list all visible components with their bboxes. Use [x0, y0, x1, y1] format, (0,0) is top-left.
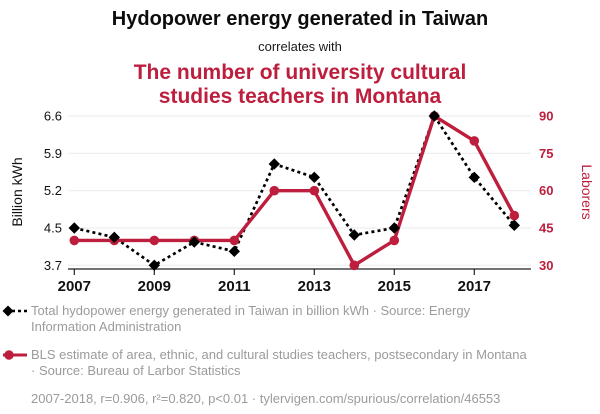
- correlates-with-label: correlates with: [258, 39, 342, 54]
- svg-text:2009: 2009: [138, 278, 171, 295]
- legend: Total hydopower energy generated in Taiw…: [2, 303, 574, 407]
- svg-text:4.5: 4.5: [44, 221, 62, 236]
- svg-text:90: 90: [539, 109, 553, 124]
- svg-text:5.2: 5.2: [44, 183, 62, 198]
- svg-text:2017: 2017: [458, 278, 491, 295]
- svg-text:2015: 2015: [378, 278, 411, 295]
- series-line-0: [73, 112, 516, 267]
- left-axis-ticks: 3.7 4.5 5.2 5.9 6.6: [44, 109, 62, 273]
- secondary-title: The number of university cultural studie…: [133, 61, 467, 108]
- header: Hydopower energy generated in Taiwan cor…: [0, 0, 600, 108]
- chart-svg: 2007 2009 2011 2013 2015 20173.74.55.25.96.63…: [44, 109, 554, 296]
- series-line-1: [74, 113, 516, 268]
- legend-entry: Total hydopower energy generated in Taiw…: [2, 303, 574, 334]
- svg-text:30: 30: [539, 258, 553, 273]
- svg-text:60: 60: [539, 183, 553, 198]
- diamond-dashed-marker-icon: [2, 305, 27, 317]
- legend-entry: BLS estimate of area, ethnic, and cultur…: [2, 347, 574, 378]
- svg-text:6.6: 6.6: [44, 109, 62, 124]
- svg-text:45: 45: [539, 221, 553, 236]
- legend-entry-text: Total hydopower energy generated in Taiw…: [31, 303, 471, 334]
- svg-text:75: 75: [539, 146, 553, 161]
- footer-stats: 2007-2018, r=0.906, r²=0.820, p<0.01 · t…: [31, 391, 501, 406]
- circle-solid-marker-icon: [3, 350, 27, 360]
- svg-text:3.7: 3.7: [44, 258, 62, 273]
- svg-text:5.9: 5.9: [44, 146, 62, 161]
- legend-entry-text: BLS estimate of area, ethnic, and cultur…: [31, 347, 527, 378]
- svg-text:2007: 2007: [58, 278, 91, 295]
- right-axis-ticks: 30 45 60 75 90: [539, 109, 553, 273]
- primary-title: Hydopower energy generated in Taiwan: [111, 8, 489, 30]
- svg-text:2013: 2013: [298, 278, 331, 295]
- svg-text:2011: 2011: [218, 278, 251, 295]
- x-axis: 2007 2009 2011 2013 2015 2017: [58, 268, 531, 295]
